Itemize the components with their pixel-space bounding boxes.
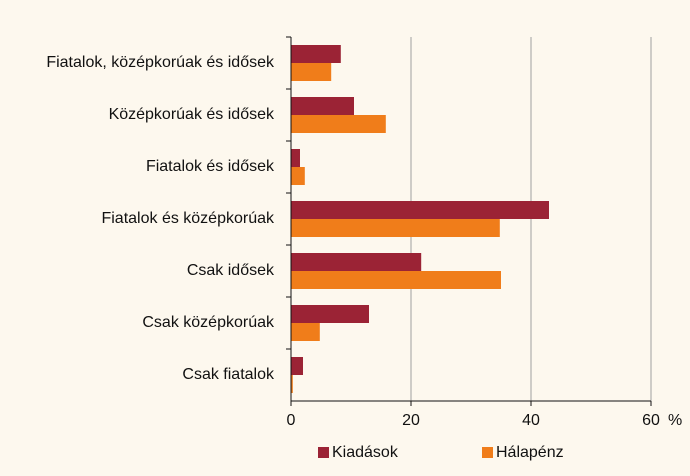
bar — [291, 149, 300, 167]
bar — [291, 97, 354, 115]
legend-swatch — [482, 447, 493, 458]
x-tick-label: 60 — [642, 412, 660, 429]
x-tick-label: 40 — [522, 412, 540, 429]
legend-label: Hálapénz — [496, 444, 564, 461]
y-tick-label: Fiatalok és középkorúak — [101, 210, 275, 227]
x-tick-label: 20 — [402, 412, 420, 429]
bar — [291, 253, 422, 271]
bar — [291, 323, 320, 341]
y-tick-label: Középkorúak és idősek — [109, 106, 275, 123]
bar — [291, 375, 293, 393]
legend-swatch — [318, 447, 329, 458]
y-tick-label: Fiatalok, középkorúak és idősek — [46, 54, 275, 71]
bar — [291, 115, 386, 133]
bar — [291, 63, 332, 81]
y-tick-label: Csak középkorúak — [142, 314, 275, 331]
y-tick-label: Csak idősek — [187, 262, 275, 279]
x-tick-label: 0 — [287, 412, 296, 429]
bar — [291, 201, 549, 219]
bar — [291, 357, 303, 375]
legend-label: Kiadások — [332, 444, 399, 461]
y-tick-label: Fiatalok és idősek — [146, 158, 275, 175]
bar — [291, 271, 501, 289]
bar — [291, 167, 305, 185]
y-tick-label: Csak fiatalok — [182, 366, 275, 383]
bar — [291, 219, 500, 237]
x-unit: % — [668, 412, 682, 429]
bar — [291, 305, 369, 323]
bar — [291, 45, 341, 63]
